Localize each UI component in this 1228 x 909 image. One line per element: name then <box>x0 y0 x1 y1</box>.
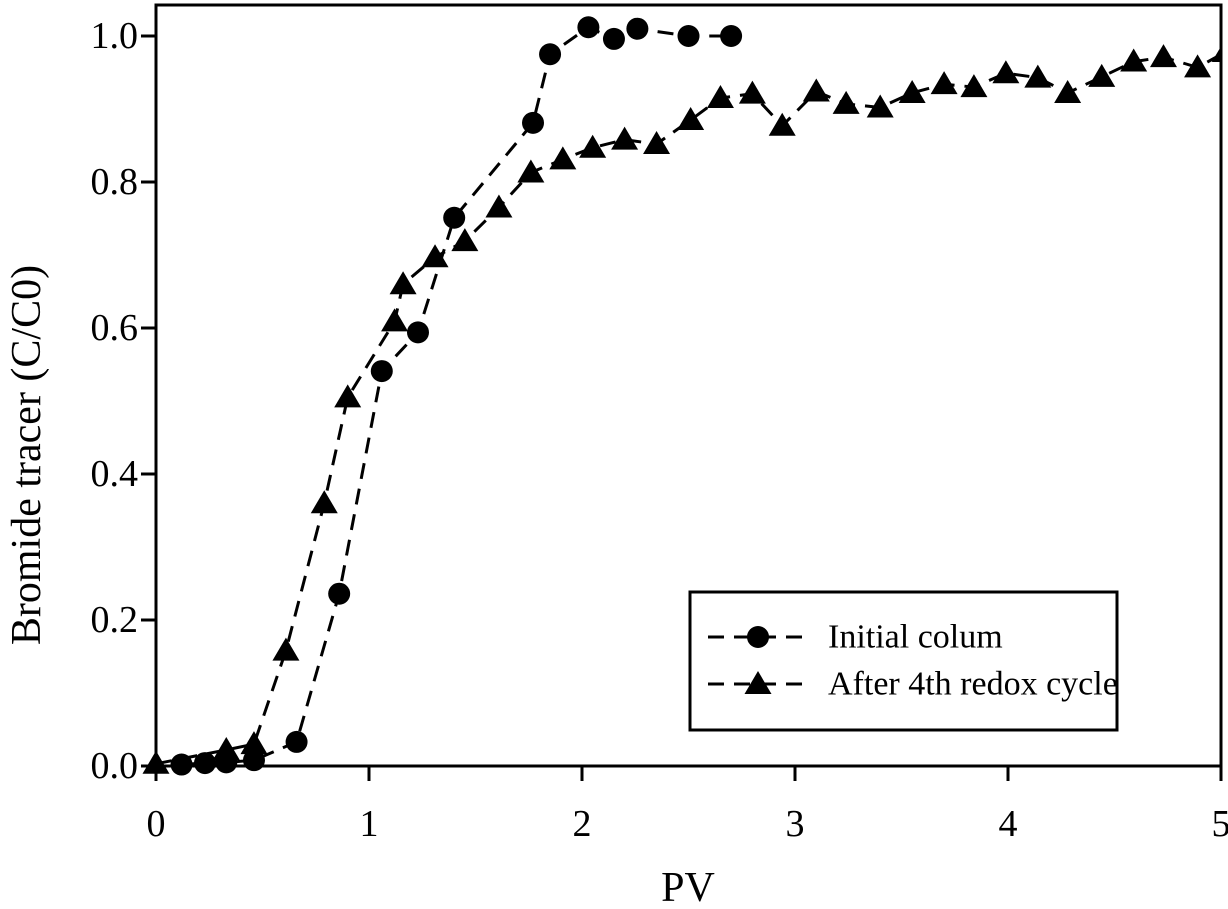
series-after-4th-redox-cycle <box>142 44 1221 774</box>
legend-triangle-marker <box>744 671 772 694</box>
x-axis-title: PV <box>661 865 715 909</box>
triangle-marker <box>579 134 607 158</box>
circle-marker <box>370 360 393 383</box>
triangle-marker <box>1120 48 1148 72</box>
legend: Initial colum After 4th redox cycle <box>688 590 1119 732</box>
circle-marker <box>677 25 700 47</box>
series-line <box>181 25 732 766</box>
triangle-marker <box>1054 79 1082 103</box>
triangle-marker <box>802 78 830 102</box>
triangle-marker <box>611 126 639 150</box>
triangle-marker <box>381 308 409 332</box>
triangle-marker <box>866 94 894 118</box>
y-tick-label: 0.0 <box>91 745 139 787</box>
x-tick-label: 4 <box>999 803 1018 845</box>
triangle-marker <box>421 244 449 268</box>
y-tick-label: 0.2 <box>91 599 139 641</box>
series-line <box>155 52 1221 766</box>
x-tick-label: 3 <box>786 803 805 845</box>
triangle-marker <box>643 131 671 155</box>
triangle-marker <box>960 74 988 98</box>
triangle-marker <box>272 637 300 661</box>
legend-box <box>688 590 1119 732</box>
circle-marker <box>193 752 216 775</box>
triangle-marker <box>310 490 338 514</box>
circle-marker <box>720 25 743 47</box>
triangle-marker <box>549 146 577 170</box>
circle-marker <box>406 321 429 344</box>
circle-marker <box>626 17 649 40</box>
y-tick-label: 0.8 <box>91 161 139 203</box>
circle-marker <box>522 111 545 134</box>
triangle-marker <box>1149 44 1177 68</box>
axes-frame-layer: 0 1 2 3 4 5 0.0 0.2 0.4 0.6 0.8 1.0 <box>91 3 1228 845</box>
triangle-marker <box>832 90 860 114</box>
x-tick-label: 5 <box>1212 803 1228 845</box>
triangle-marker <box>930 71 958 95</box>
circle-marker <box>328 582 351 605</box>
legend-label: Initial colum <box>828 619 1003 656</box>
series-initial-column <box>170 16 743 776</box>
triangle-marker <box>677 106 705 130</box>
triangle-marker <box>706 85 734 109</box>
triangle-marker <box>1184 54 1212 78</box>
y-tick-label: 0.6 <box>91 307 139 349</box>
triangle-marker <box>992 60 1020 84</box>
triangle-marker <box>240 731 268 755</box>
x-tick-label: 0 <box>147 803 166 845</box>
circle-marker <box>602 27 625 50</box>
triangle-marker <box>517 159 545 183</box>
circle-marker <box>443 206 466 229</box>
triangle-marker <box>1211 46 1221 63</box>
triangle-marker <box>1088 63 1116 87</box>
x-tick-label: 2 <box>573 803 592 845</box>
triangle-marker <box>334 384 362 408</box>
triangle-marker <box>738 80 766 104</box>
x-tick-label: 1 <box>360 803 379 845</box>
circle-marker <box>577 16 600 39</box>
circle-marker <box>285 730 308 753</box>
plot-border <box>154 3 1223 768</box>
triangle-marker <box>389 271 417 295</box>
legend-label: After 4th redox cycle <box>828 666 1118 703</box>
triangle-marker <box>451 228 479 252</box>
y-axis-title: Bromide tracer (C/C0) <box>4 265 50 645</box>
circle-marker <box>539 43 562 66</box>
data-series-layer <box>142 16 1221 776</box>
triangle-marker <box>485 194 513 218</box>
triangle-marker <box>768 112 796 136</box>
triangle-marker <box>212 736 240 760</box>
triangle-marker <box>1024 64 1052 88</box>
legend-circle-marker <box>747 626 769 648</box>
y-tick-label: 1.0 <box>91 15 139 57</box>
triangle-marker <box>898 79 926 103</box>
y-tick-label: 0.4 <box>91 453 139 495</box>
